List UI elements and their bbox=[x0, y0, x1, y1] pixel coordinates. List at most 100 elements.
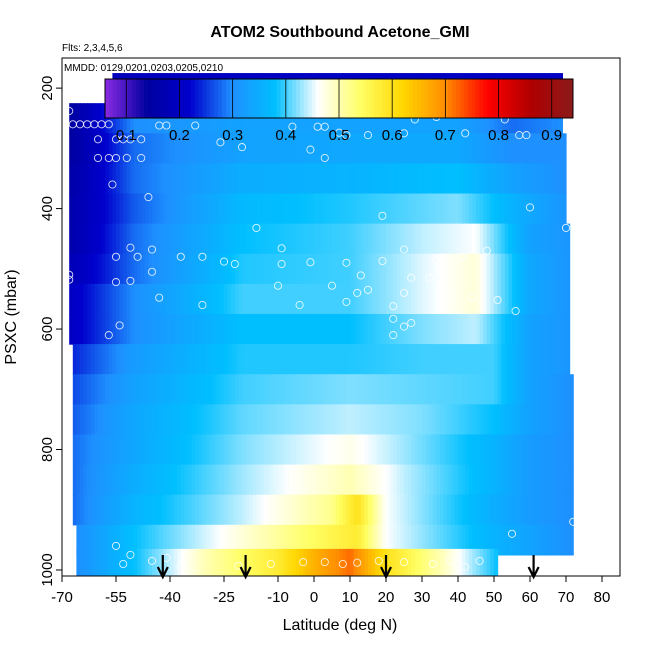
heatmap-cell bbox=[134, 223, 139, 255]
heatmap-cell bbox=[346, 223, 351, 255]
heatmap-cell bbox=[198, 253, 203, 285]
heatmap-cell bbox=[148, 133, 153, 165]
heatmap-cell bbox=[440, 464, 445, 496]
heatmap-cell bbox=[479, 344, 484, 375]
heatmap-cell bbox=[69, 103, 74, 134]
heatmap-cell bbox=[476, 548, 481, 576]
heatmap-cell bbox=[216, 253, 221, 285]
heatmap-cell bbox=[69, 253, 74, 285]
heatmap-cell bbox=[256, 223, 261, 255]
heatmap-cell bbox=[177, 133, 182, 165]
heatmap-cell bbox=[555, 464, 560, 496]
heatmap-cell bbox=[270, 223, 275, 255]
heatmap-cell bbox=[450, 434, 455, 466]
heatmap-cell bbox=[224, 494, 229, 526]
heatmap-cell bbox=[371, 434, 376, 466]
heatmap-cell bbox=[216, 223, 221, 255]
heatmap-cell bbox=[436, 103, 441, 134]
heatmap-cell bbox=[386, 103, 391, 134]
heatmap-cell bbox=[299, 524, 304, 556]
heatmap-cell bbox=[116, 193, 121, 225]
heatmap-cell bbox=[526, 163, 531, 195]
heatmap-cell bbox=[321, 344, 326, 375]
heatmap-cell bbox=[494, 313, 499, 345]
heatmap-cell bbox=[274, 548, 279, 576]
heatmap-cell bbox=[540, 374, 545, 405]
heatmap-cell bbox=[152, 103, 157, 134]
heatmap-cell bbox=[378, 103, 383, 134]
heatmap-cell bbox=[202, 193, 207, 225]
heatmap-cell bbox=[90, 313, 95, 345]
heatmap-cell bbox=[454, 283, 459, 315]
heatmap-cell bbox=[562, 163, 567, 195]
heatmap-cell bbox=[238, 103, 243, 134]
heatmap-cell bbox=[339, 223, 344, 255]
heatmap-cell bbox=[530, 404, 535, 436]
heatmap-cell bbox=[476, 464, 481, 496]
heatmap-cell bbox=[72, 464, 77, 496]
heatmap-cell bbox=[342, 223, 347, 255]
heatmap-cell bbox=[368, 434, 373, 466]
heatmap-cell bbox=[321, 223, 326, 255]
heatmap-cell bbox=[155, 283, 160, 315]
heatmap-cell bbox=[533, 193, 538, 225]
heatmap-cell bbox=[472, 548, 477, 576]
heatmap-cell bbox=[454, 344, 459, 375]
heatmap-cell bbox=[101, 548, 106, 576]
heatmap-cell bbox=[353, 548, 358, 576]
heatmap-cell bbox=[396, 464, 401, 496]
heatmap-cell bbox=[285, 434, 290, 466]
heatmap-cell bbox=[450, 193, 455, 225]
colorbar-segment bbox=[323, 79, 328, 118]
heatmap-cell bbox=[425, 524, 430, 556]
heatmap-cell bbox=[504, 223, 509, 255]
heatmap-cell bbox=[540, 223, 545, 255]
heatmap-cell bbox=[256, 434, 261, 466]
heatmap-cell bbox=[476, 524, 481, 556]
observation-point bbox=[399, 322, 409, 331]
heatmap-cell bbox=[227, 133, 232, 165]
heatmap-cell bbox=[242, 434, 247, 466]
heatmap-cell bbox=[461, 133, 466, 165]
heatmap-cell bbox=[461, 193, 466, 225]
heatmap-cell bbox=[566, 464, 571, 496]
heatmap-cell bbox=[533, 344, 538, 375]
heatmap-cell bbox=[335, 223, 340, 255]
heatmap-cell bbox=[454, 464, 459, 496]
heatmap-cell bbox=[101, 344, 106, 375]
heatmap-cell bbox=[216, 524, 221, 556]
heatmap-cell bbox=[256, 548, 261, 576]
heatmap-cell bbox=[306, 283, 311, 315]
heatmap-cell bbox=[216, 103, 221, 134]
heatmap-cell bbox=[162, 494, 167, 526]
heatmap-cell bbox=[425, 103, 430, 134]
heatmap-cell bbox=[202, 494, 207, 526]
heatmap-cell bbox=[483, 434, 488, 466]
heatmap-cell bbox=[512, 103, 517, 134]
heatmap-cell bbox=[425, 193, 430, 225]
heatmap-cell bbox=[501, 133, 506, 165]
heatmap-cell bbox=[472, 133, 477, 165]
heatmap-cell bbox=[134, 404, 139, 436]
heatmap-cell bbox=[90, 344, 95, 375]
heatmap-cell bbox=[465, 313, 470, 345]
heatmap-layer bbox=[69, 73, 574, 576]
heatmap-cell bbox=[126, 103, 131, 134]
heatmap-cell bbox=[148, 313, 153, 345]
heatmap-cell bbox=[479, 253, 484, 285]
heatmap-cell bbox=[443, 344, 448, 375]
heatmap-cell bbox=[393, 494, 398, 526]
heatmap-cell bbox=[292, 404, 297, 436]
heatmap-cell bbox=[436, 464, 441, 496]
heatmap-cell bbox=[357, 524, 362, 556]
heatmap-cell bbox=[562, 193, 567, 225]
x-tick-label: 70 bbox=[558, 589, 575, 606]
heatmap-cell bbox=[368, 193, 373, 225]
heatmap-cell bbox=[94, 404, 99, 436]
heatmap-cell bbox=[321, 163, 326, 195]
colorbar-segment bbox=[448, 79, 453, 118]
heatmap-cell bbox=[213, 163, 218, 195]
heatmap-cell bbox=[116, 494, 121, 526]
heatmap-cell bbox=[76, 494, 81, 526]
x-tick-label: -70 bbox=[51, 589, 73, 606]
